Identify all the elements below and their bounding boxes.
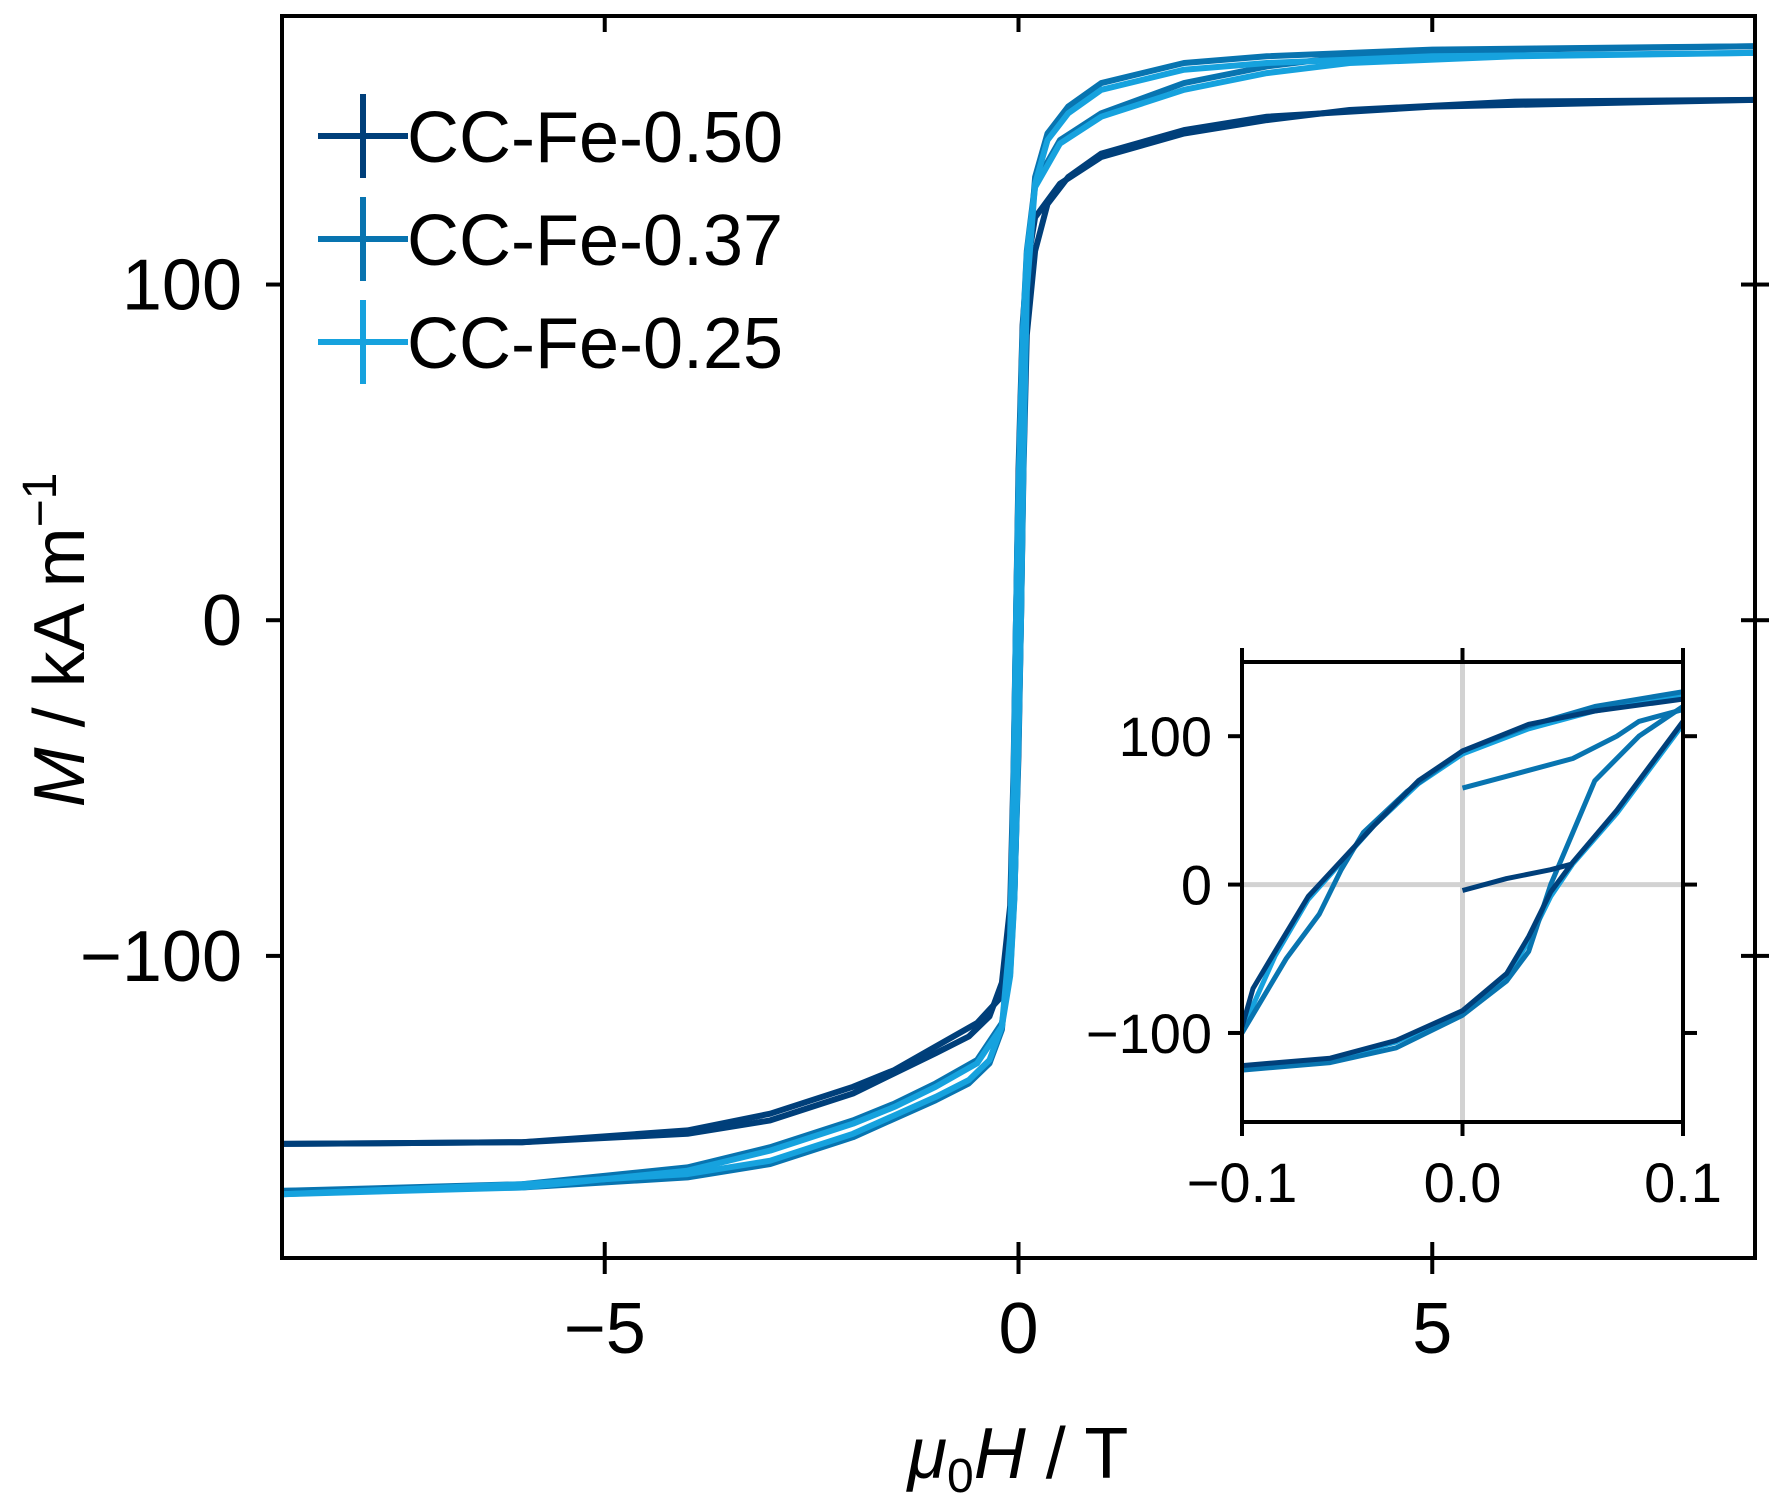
main-curve-upper-CC-Fe-0.25 bbox=[281, 49, 1756, 1198]
legend-entry-CC-Fe-0.50: CC-Fe-0.50 bbox=[318, 94, 783, 178]
inset-y-tick-label: 0 bbox=[1181, 854, 1212, 917]
x-axis-title: μ0H / T bbox=[906, 1414, 1129, 1500]
main-x-tick-label: 0 bbox=[998, 1289, 1038, 1369]
main-x-tick-label: 5 bbox=[1412, 1289, 1452, 1369]
y-axis-title-unit: / kA m bbox=[20, 527, 100, 747]
main-y-tick-label: 0 bbox=[202, 581, 242, 661]
legend-entry-CC-Fe-0.25: CC-Fe-0.25 bbox=[318, 300, 783, 384]
x-axis-title-variable: H bbox=[974, 1414, 1027, 1494]
main-curve-lower-CC-Fe-0.25 bbox=[281, 49, 1756, 1198]
y-axis-title-variable: M bbox=[20, 747, 100, 807]
inset-series-CC-Fe-0.50 bbox=[1242, 696, 1683, 1069]
legend-label: CC-Fe-0.50 bbox=[407, 98, 783, 178]
inset-curves bbox=[1242, 689, 1683, 1073]
x-axis-title-prefix: μ bbox=[906, 1414, 947, 1494]
y-axis-title-superscript: −1 bbox=[14, 473, 67, 528]
x-axis-title-subscript: 0 bbox=[947, 1450, 974, 1500]
inset-x-tick-label: 0.1 bbox=[1644, 1151, 1722, 1214]
inset-curve-virgin-CC-Fe-0.37 bbox=[1461, 707, 1683, 791]
main-x-tick-label: −5 bbox=[564, 1289, 646, 1369]
main-plot: −5 0 5 −100 0 100 bbox=[80, 14, 1769, 1369]
inset-y-tick-label: 100 bbox=[1119, 705, 1212, 768]
inset-y-tick-label: −100 bbox=[1086, 1002, 1212, 1065]
x-axis-title-unit: / T bbox=[1026, 1414, 1129, 1494]
legend-entry-CC-Fe-0.37: CC-Fe-0.37 bbox=[318, 197, 783, 281]
legend-label: CC-Fe-0.37 bbox=[407, 201, 783, 281]
inset-curve-ascending-CC-Fe-0.37 bbox=[1242, 704, 1683, 1073]
main-series-CC-Fe-0.25 bbox=[281, 49, 1756, 1198]
inset-curve-descending-CC-Fe-0.50 bbox=[1242, 696, 1683, 1028]
inset-curve-ascending-CC-Fe-0.50 bbox=[1242, 719, 1683, 1069]
main-y-tick-label: 100 bbox=[122, 246, 242, 326]
inset-x-tick-label: −0.1 bbox=[1187, 1151, 1298, 1214]
inset-curve-virgin-CC-Fe-0.50 bbox=[1461, 861, 1574, 893]
legend-label: CC-Fe-0.25 bbox=[407, 304, 783, 384]
inset-plot: −0.1 0.0 0.1 −100 0 100 bbox=[1086, 648, 1722, 1214]
main-y-tick-label: −100 bbox=[80, 917, 242, 997]
axis-titles: μ0H / T M / kA m−1 bbox=[14, 473, 1128, 1500]
legend: CC-Fe-0.50 CC-Fe-0.37 CC-Fe-0.25 bbox=[318, 94, 783, 384]
inset-x-tick-label: 0.0 bbox=[1424, 1151, 1502, 1214]
y-axis-title: M / kA m−1 bbox=[14, 473, 100, 808]
